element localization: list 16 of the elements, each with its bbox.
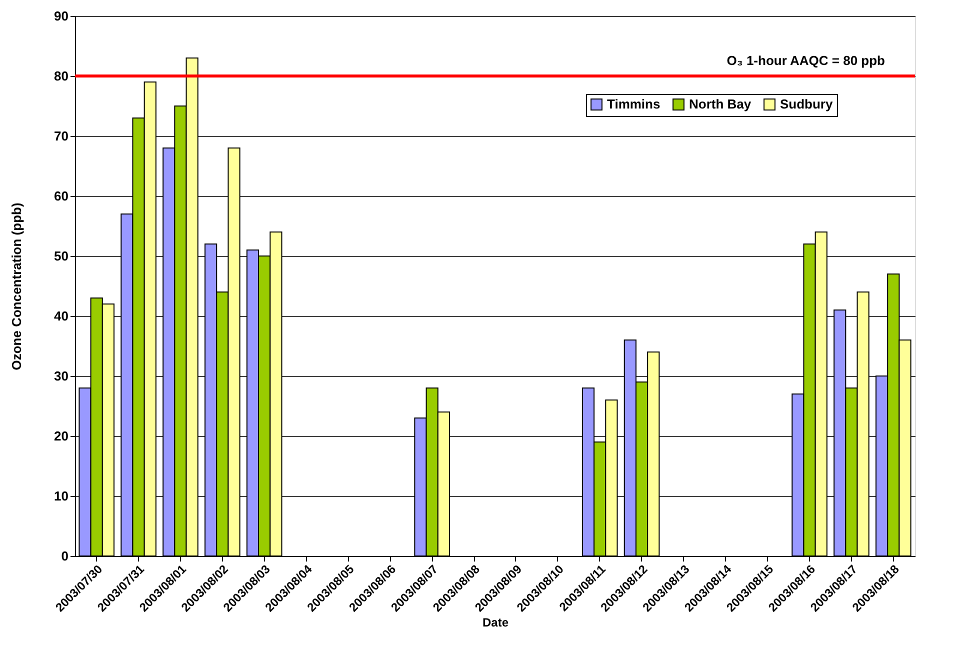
y-tick-label: 70 bbox=[54, 128, 68, 144]
y-tick-label: 60 bbox=[54, 188, 68, 204]
legend-label: Timmins bbox=[607, 96, 660, 112]
x-axis-title: Date bbox=[482, 616, 509, 630]
y-tick-label: 80 bbox=[54, 68, 68, 84]
y-tick-label: 40 bbox=[54, 308, 68, 324]
legend-label: Sudbury bbox=[780, 96, 834, 112]
y-tick-label: 10 bbox=[54, 488, 68, 504]
y-axis-title: Ozone Concentration (ppb) bbox=[9, 202, 24, 370]
y-tick-label: 0 bbox=[61, 548, 68, 564]
y-tick-label: 20 bbox=[54, 428, 68, 444]
y-tick-label: 90 bbox=[54, 8, 68, 24]
legend-label: North Bay bbox=[689, 96, 752, 112]
y-tick-label: 30 bbox=[54, 368, 68, 384]
ref-line-label: O₃ 1-hour AAQC = 80 ppb bbox=[726, 53, 886, 68]
y-tick-label: 50 bbox=[54, 248, 68, 264]
